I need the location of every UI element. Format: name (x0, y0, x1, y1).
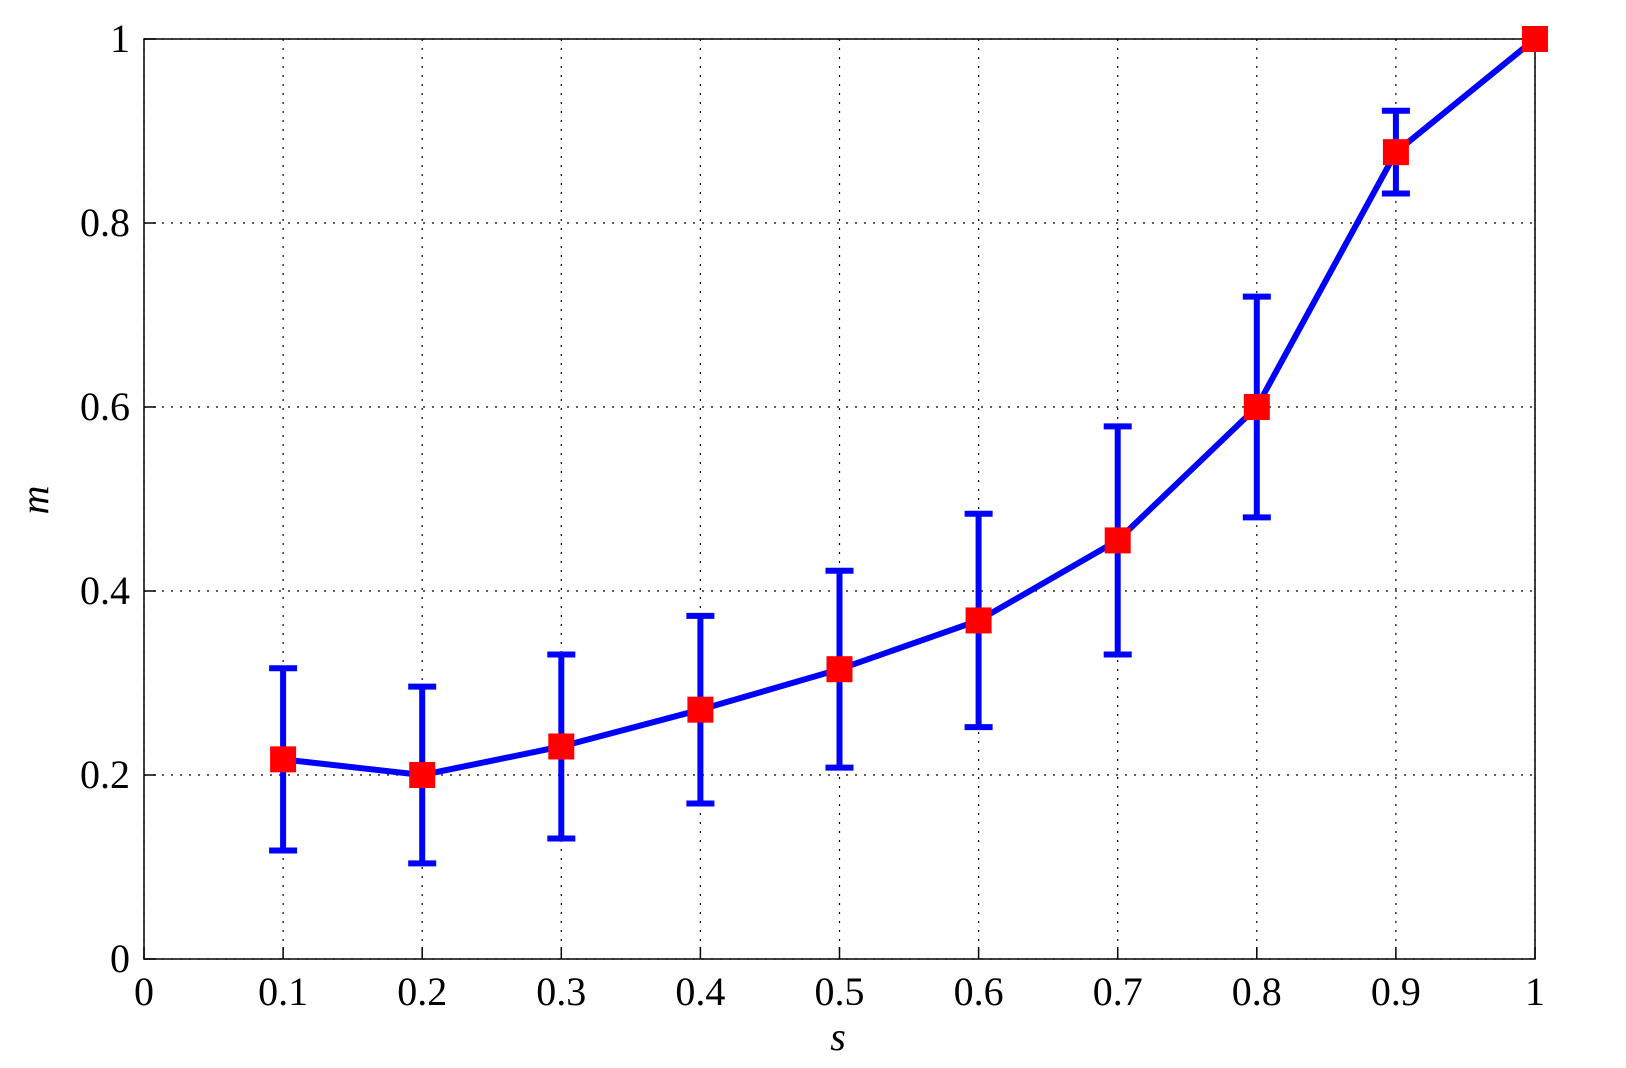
x-tick-label: 0.5 (815, 969, 865, 1014)
x-tick-label: 0.3 (536, 969, 586, 1014)
marker (687, 696, 714, 723)
x-tick-label: 0.6 (954, 969, 1004, 1014)
x-tick-label: 0.9 (1371, 969, 1421, 1014)
x-tick-label: 0.8 (1232, 969, 1282, 1014)
marker (548, 733, 575, 760)
marker (826, 656, 853, 683)
marker (409, 762, 436, 788)
x-tick-label: 1 (1525, 969, 1545, 1014)
marker (965, 607, 992, 634)
y-tick-label: 0.8 (80, 200, 130, 245)
x-tick-label: 0.7 (1093, 969, 1143, 1014)
marker (270, 746, 297, 773)
y-tick-label: 0 (110, 936, 130, 981)
y-tick-label: 1 (110, 16, 130, 61)
x-tick-label: 0 (134, 969, 154, 1014)
marker (1382, 139, 1409, 166)
data-line (282, 36, 1537, 778)
x-axis-label: s (830, 1014, 846, 1059)
y-tick-label: 0.4 (80, 568, 130, 613)
axes-box (143, 38, 1536, 960)
marker (1522, 26, 1548, 52)
y-axis-label: m (12, 486, 57, 515)
x-tick-label: 0.2 (397, 969, 447, 1014)
x-tick-label: 0.4 (675, 969, 725, 1014)
marker (1104, 527, 1131, 554)
x-tick-label: 0.1 (258, 969, 308, 1014)
marker (1243, 394, 1270, 420)
y-tick-label: 0.2 (80, 752, 130, 797)
y-tick-label: 0.6 (80, 384, 130, 429)
